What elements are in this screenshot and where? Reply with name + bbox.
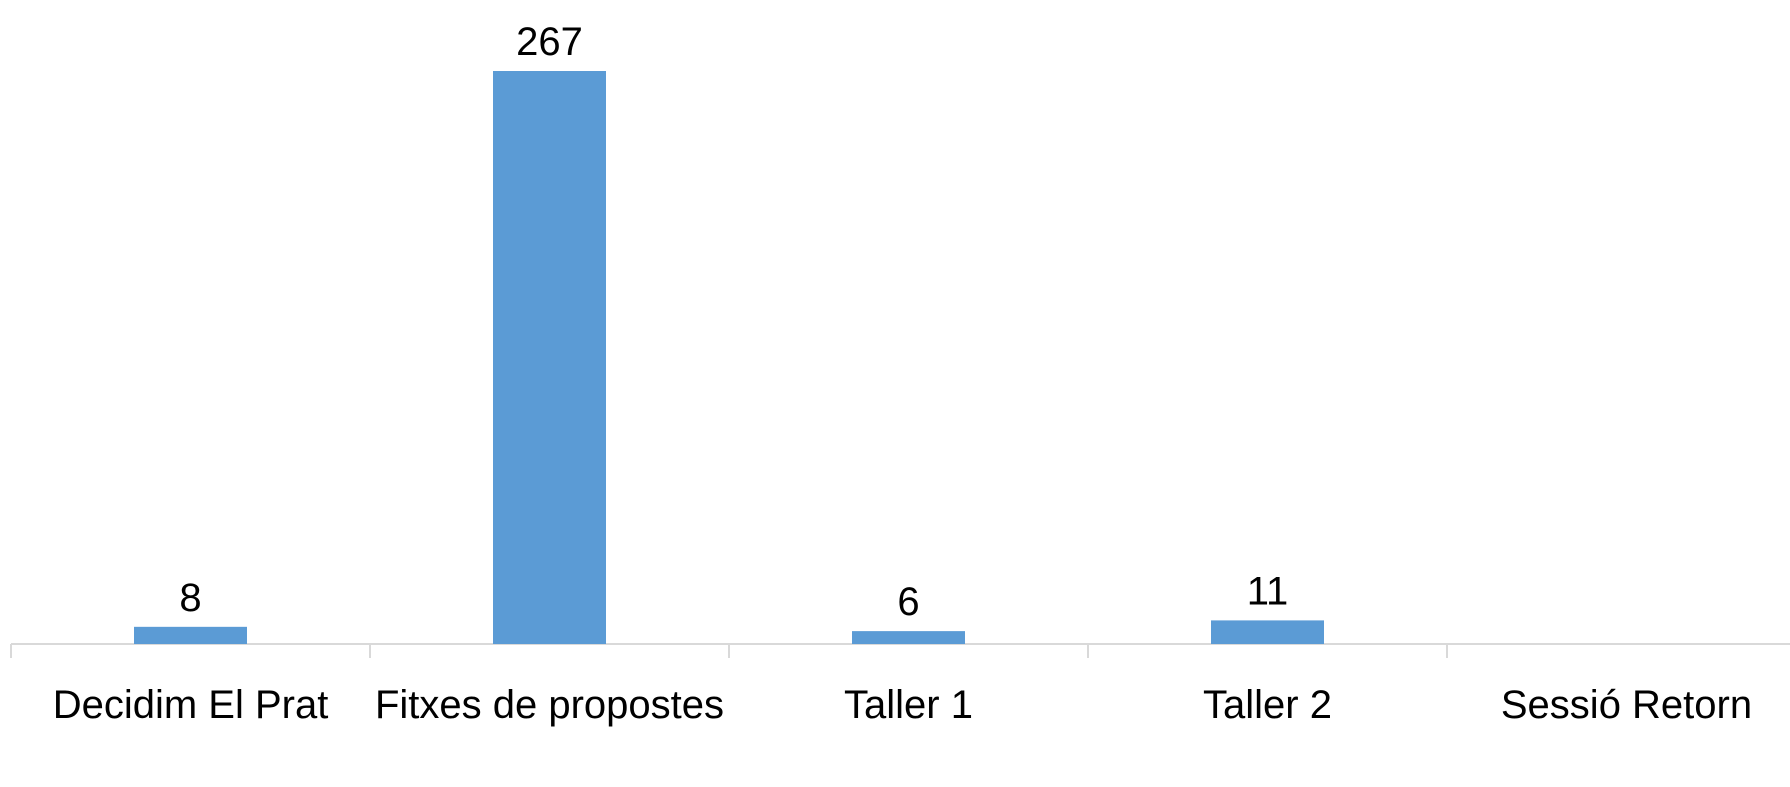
x-tick-label: Taller 2 [1203,683,1332,727]
data-label: 267 [516,20,583,64]
bar [134,626,247,644]
bar [852,631,965,644]
data-label: 6 [897,580,919,624]
data-label: 8 [179,576,201,620]
x-tick-label: Sessió Retorn [1500,683,1753,727]
bar [1211,620,1324,644]
x-tick-label: Fitxes de propostes [374,683,725,727]
x-tick-label: Decidim El Prat [52,683,329,727]
data-label: 11 [1247,569,1289,613]
x-tick-label: Taller 1 [844,683,973,727]
bar [493,71,606,644]
